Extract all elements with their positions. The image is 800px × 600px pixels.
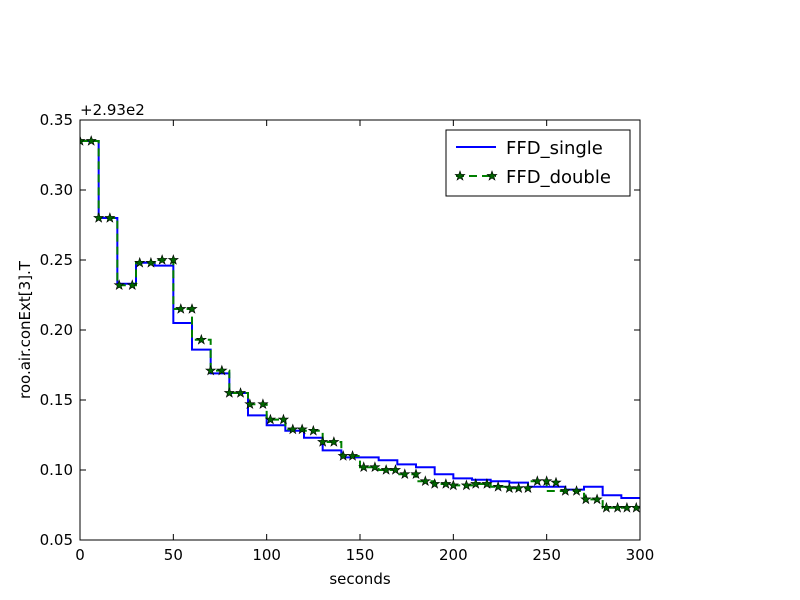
data-point: [216, 364, 228, 376]
data-point: [104, 212, 116, 223]
data-point: [447, 479, 459, 491]
data-point: [126, 279, 138, 290]
x-tick-label: 0: [75, 546, 85, 564]
data-point: [621, 501, 633, 513]
data-point: [410, 468, 422, 479]
data-point: [205, 364, 217, 376]
y-tick-label: 0.25: [40, 251, 73, 269]
legend-box: [445, 129, 631, 197]
data-point: [244, 398, 256, 409]
data-point: [611, 501, 624, 513]
data-point: [591, 493, 603, 505]
y-tick-label: 0.35: [40, 111, 73, 129]
data-point: [223, 387, 235, 398]
data-point: [429, 478, 441, 489]
data-point: [167, 254, 179, 265]
data-point: [600, 501, 613, 513]
y-offset-label: +2.93e2: [80, 101, 145, 119]
x-tick-label: 100: [252, 546, 281, 564]
data-point: [307, 424, 319, 436]
legend-label: FFD_double: [506, 167, 611, 188]
data-point: [358, 461, 370, 472]
y-tick-label: 0.20: [40, 321, 73, 339]
data-point: [156, 254, 168, 265]
x-tick-label: 200: [439, 546, 468, 564]
data-point: [287, 423, 299, 435]
x-tick-label: 150: [346, 546, 375, 564]
data-point: [195, 333, 207, 345]
data-point: [580, 493, 592, 505]
data-point: [264, 413, 277, 425]
data-point: [113, 279, 125, 290]
data-point: [134, 256, 146, 268]
data-point: [559, 485, 571, 496]
data-point: [570, 485, 583, 496]
y-tick-label: 0.15: [40, 391, 73, 409]
data-point: [85, 135, 97, 146]
y-tick-label: 0.05: [40, 531, 73, 549]
data-point: [389, 464, 402, 475]
legend: FFD_single FFD_double: [445, 129, 631, 197]
y-axis-label: roo.air.conExt[3].T: [16, 260, 34, 399]
data-point: [513, 482, 525, 493]
data-point: [369, 461, 381, 472]
data-point: [550, 476, 562, 488]
x-tick-label: 250: [532, 546, 561, 564]
data-point: [460, 479, 473, 491]
y-tick-label: 0.10: [40, 461, 73, 479]
data-point: [531, 475, 543, 486]
data-point: [481, 478, 493, 489]
legend-label: FFD_single: [506, 138, 603, 159]
data-point: [380, 464, 392, 475]
data-point: [257, 398, 269, 409]
axis-ticks: 0 50 100 150 200 250 300 0.05 0.10 0.15 0.20 0.25 0.…: [40, 111, 655, 564]
data-point: [399, 468, 411, 479]
data-point: [541, 475, 553, 486]
legend-marker: [454, 170, 466, 181]
plot-area: [80, 135, 640, 513]
data-point: [346, 450, 359, 461]
data-point: [337, 450, 349, 461]
x-tick-label: 300: [626, 546, 655, 564]
data-point: [470, 478, 482, 489]
y-tick-label: 0.30: [40, 181, 73, 199]
data-point: [419, 475, 431, 486]
x-axis-label: seconds: [329, 570, 390, 588]
data-point: [296, 423, 308, 435]
data-point: [175, 303, 187, 314]
data-point: [234, 387, 247, 398]
data-point: [145, 256, 157, 268]
data-point: [277, 413, 290, 425]
data-point: [440, 478, 452, 489]
data-point: [317, 436, 329, 447]
data-point: [522, 482, 534, 493]
legend-marker: [486, 170, 498, 181]
data-point: [93, 212, 105, 223]
series-ffd-double: [80, 135, 640, 513]
data-point: [492, 480, 504, 492]
data-point: [186, 303, 198, 314]
data-point: [80, 135, 86, 146]
x-tick-label: 50: [164, 546, 183, 564]
data-point: [503, 482, 515, 493]
data-point: [328, 436, 340, 447]
